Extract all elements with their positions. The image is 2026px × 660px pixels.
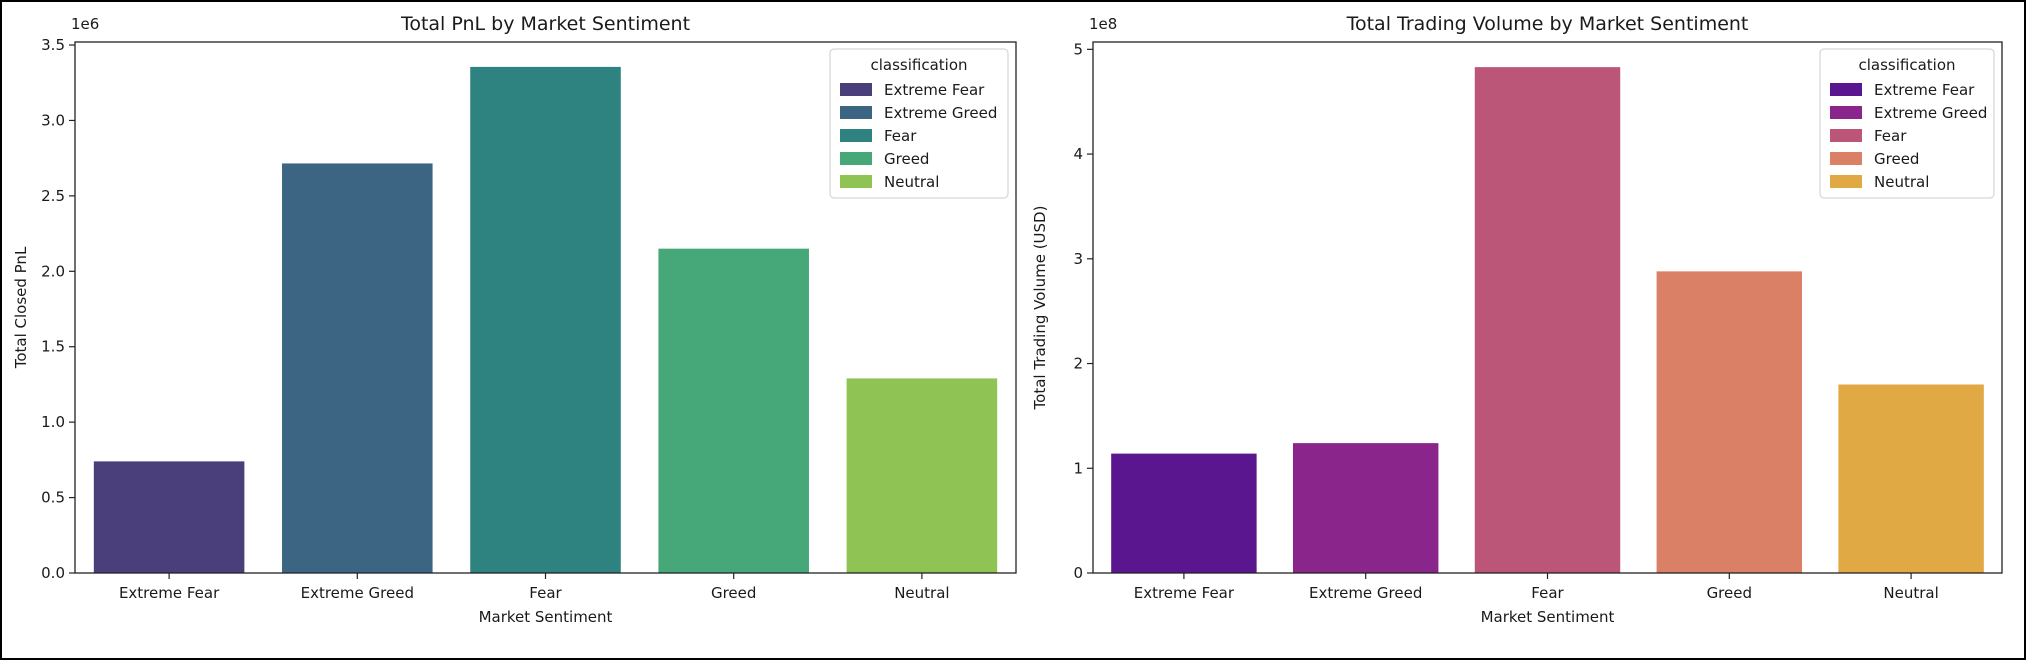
legend-entry-label: Fear	[884, 127, 917, 145]
legend: classification Extreme Fear Extreme Greed F…	[1819, 48, 1995, 199]
y-tick-label: 2.0	[41, 262, 65, 280]
y-axis-label: Total Closed PnL	[12, 246, 30, 369]
legend-swatch	[840, 83, 872, 96]
legend-swatch	[1830, 129, 1862, 142]
bar-neutral	[846, 378, 998, 573]
legend-title: classification	[1858, 56, 1955, 74]
bar-fear	[1474, 67, 1621, 573]
y-offset-label: 1e8	[1089, 15, 1117, 33]
legend-swatch	[1830, 106, 1862, 119]
bar-extreme-greed	[282, 163, 433, 573]
legend-swatch	[1830, 152, 1862, 165]
legend-box	[1819, 48, 1995, 199]
x-tick-label: Neutral	[1883, 584, 1938, 602]
y-offset-label: 1e6	[71, 15, 99, 33]
bar-neutral	[1838, 384, 1984, 573]
x-tick-label: Extreme Greed	[301, 584, 414, 602]
legend-entry-label: Extreme Fear	[1874, 81, 1975, 99]
y-tick-label: 1.0	[41, 413, 65, 431]
bar-extreme-greed	[1292, 443, 1439, 573]
legend-entry-label: Extreme Fear	[884, 81, 985, 99]
legend-swatch	[1830, 83, 1862, 96]
x-tick-label: Extreme Fear	[1134, 584, 1235, 602]
y-tick-label: 4	[1073, 145, 1083, 163]
chart-panel-1: 0.0 0.5 1.0 1.5 2.0 2.5 3.0 3.5 Extreme Fear Extr…	[12, 13, 1017, 626]
y-tick-label: 2.5	[41, 187, 65, 205]
legend-title: classification	[870, 56, 967, 74]
x-tick-label: Greed	[1707, 584, 1752, 602]
legend-entry-label: Greed	[1874, 150, 1919, 168]
chart-title: Total Trading Volume by Market Sentiment	[1346, 13, 1749, 35]
y-tick-label: 1.5	[41, 338, 65, 356]
bar-greed	[1656, 271, 1803, 573]
legend-entry-label: Fear	[1874, 127, 1907, 145]
y-tick-label: 2	[1073, 355, 1083, 373]
bar-extreme-fear	[93, 461, 245, 573]
y-tick-label: 5	[1073, 40, 1083, 58]
chart-title: Total PnL by Market Sentiment	[400, 13, 690, 35]
x-tick-label: Extreme Fear	[119, 584, 220, 602]
y-axis-label: Total Trading Volume (USD)	[1031, 206, 1049, 411]
legend-entry-label: Neutral	[884, 173, 939, 191]
y-tick-label: 3	[1073, 250, 1083, 268]
bar-extreme-fear	[1111, 453, 1257, 573]
x-tick-label: Fear	[529, 584, 562, 602]
legend-swatch	[1830, 175, 1862, 188]
x-tick-label: Neutral	[894, 584, 949, 602]
x-axis-label: Market Sentiment	[1481, 608, 1615, 626]
legend-swatch	[840, 129, 872, 142]
y-tick-label: 0	[1073, 564, 1083, 582]
y-tick-label: 0.0	[41, 564, 65, 582]
y-tick-label: 3.0	[41, 111, 65, 129]
x-axis-label: Market Sentiment	[479, 608, 613, 626]
y-tick-label: 3.5	[41, 36, 65, 54]
legend-swatch	[840, 152, 872, 165]
legend-entry-label: Greed	[884, 150, 929, 168]
legend-entry-label: Extreme Greed	[1874, 104, 1987, 122]
legend-swatch	[840, 175, 872, 188]
chart-panel-2: 0 1 2 3 4 5 Extreme Fear Extreme Greed Fear Greed…	[1031, 13, 2003, 626]
y-tick-label: 0.5	[41, 489, 65, 507]
x-tick-label: Fear	[1531, 584, 1564, 602]
bar-fear	[470, 66, 621, 573]
legend-box	[829, 48, 1009, 199]
legend-swatch	[840, 106, 872, 119]
y-tick-label: 1	[1073, 459, 1083, 477]
legend-entry-label: Neutral	[1874, 173, 1929, 191]
legend-entry-label: Extreme Greed	[884, 104, 997, 122]
x-tick-label: Extreme Greed	[1309, 584, 1422, 602]
x-tick-label: Greed	[711, 584, 756, 602]
legend: classification Extreme Fear Extreme Greed F…	[829, 48, 1009, 199]
bar-greed	[658, 248, 809, 574]
